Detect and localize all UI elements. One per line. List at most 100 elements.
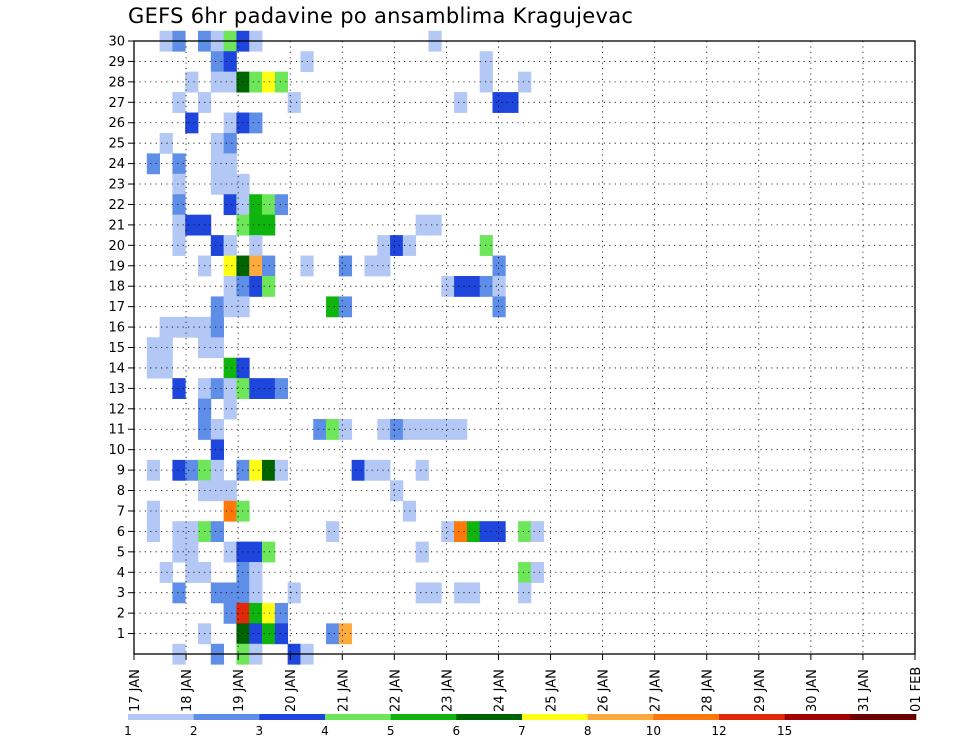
precip-cell [274, 378, 289, 399]
precip-cell [492, 296, 506, 318]
precip-cell [223, 357, 237, 379]
x-tick-label: 29 JAN [753, 669, 768, 712]
precip-cell [479, 235, 493, 256]
x-tick-label: 24 JAN [492, 669, 507, 712]
y-tick-label: 16 [108, 321, 125, 336]
x-tick-label: 22 JAN [388, 669, 403, 712]
precip-cell [262, 71, 276, 93]
precip-cell [185, 541, 199, 563]
precip-cell [518, 521, 532, 543]
precip-cell [326, 521, 340, 543]
legend-label: 12 [711, 724, 726, 738]
precip-cell [159, 562, 173, 583]
precip-cell [249, 602, 263, 624]
x-tick-label: 30 JAN [805, 669, 820, 712]
precip-cell [159, 357, 173, 379]
precip-cell [262, 623, 276, 645]
precip-cell [249, 562, 263, 583]
precip-cell [428, 214, 442, 236]
precip-cell [146, 337, 160, 359]
precip-cell [351, 459, 365, 481]
precip-cell [454, 419, 468, 440]
precip-cell [518, 71, 532, 93]
legend-swatch [325, 714, 391, 720]
precip-cell [223, 398, 237, 420]
precip-cell [172, 92, 186, 113]
y-tick-label: 2 [117, 607, 125, 622]
y-tick-label: 9 [117, 464, 125, 479]
precip-cell [390, 235, 404, 256]
precip-cell [146, 521, 160, 543]
y-tick-label: 23 [108, 178, 125, 193]
precip-cell [223, 541, 237, 563]
precip-cell [249, 623, 263, 645]
precip-cell [326, 419, 340, 440]
precip-cell [492, 275, 506, 297]
precip-cell [262, 378, 276, 399]
precip-cell [262, 541, 276, 563]
precip-cell [185, 521, 199, 543]
x-tick-label: 27 JAN [649, 669, 664, 712]
precip-cell [159, 337, 173, 359]
precip-cell [210, 153, 225, 175]
y-tick-label: 22 [108, 198, 125, 213]
precip-cell [249, 459, 263, 481]
y-tick-label: 1 [117, 627, 125, 642]
precip-cell [415, 582, 429, 604]
legend-label: 6 [453, 724, 461, 738]
precip-cell [274, 194, 289, 216]
precip-cell [262, 194, 276, 216]
precip-cell [454, 582, 468, 604]
precip-cell [223, 194, 237, 216]
legend-swatch [456, 714, 523, 720]
precip-cell [287, 92, 301, 113]
precip-cell [249, 214, 263, 236]
x-tick-label: 28 JAN [701, 669, 716, 712]
precip-cell [159, 132, 173, 154]
precip-cell [172, 582, 186, 604]
y-tick-label: 13 [108, 382, 125, 397]
y-tick-label: 14 [108, 361, 125, 376]
precip-cell [466, 275, 481, 297]
legend-swatch [259, 714, 326, 720]
precip-cell [185, 71, 199, 93]
precip-cell [466, 582, 481, 604]
precip-cell [146, 357, 160, 379]
precip-cell [185, 562, 199, 583]
precip-cell [210, 296, 225, 318]
precip-cell [223, 255, 237, 277]
precip-cell [223, 480, 237, 502]
y-tick-label: 17 [108, 300, 125, 315]
legend-label: 5 [387, 724, 395, 738]
legend-swatch [128, 714, 194, 720]
legend-label: 10 [646, 724, 661, 738]
precip-cell [364, 459, 378, 481]
precip-cell [377, 235, 391, 256]
precip-cell [454, 92, 468, 113]
precip-cell [415, 459, 429, 481]
precip-cell [223, 500, 237, 522]
precip-cell [274, 459, 289, 481]
precip-cell [326, 623, 340, 645]
precip-cell [223, 602, 237, 624]
precip-cell [262, 459, 276, 481]
precip-cell [249, 582, 263, 604]
x-tick-label: 17 JAN [128, 669, 143, 712]
precip-cell [249, 194, 263, 216]
precip-cell [518, 582, 532, 604]
x-tick-label: 26 JAN [597, 669, 612, 712]
precip-cell [249, 255, 263, 277]
precip-cell [223, 582, 237, 604]
precip-cell [210, 71, 225, 93]
y-tick-label: 24 [108, 157, 125, 172]
grid-lines [134, 40, 915, 654]
precip-cell [172, 235, 186, 256]
precip-cell [249, 235, 263, 256]
precip-cell [185, 316, 199, 338]
x-tick-label: 18 JAN [180, 669, 195, 712]
legend-label: 4 [321, 724, 329, 738]
y-tick-label: 12 [108, 402, 125, 417]
x-tick-label: 31 JAN [857, 669, 872, 712]
precip-cell [415, 419, 429, 440]
